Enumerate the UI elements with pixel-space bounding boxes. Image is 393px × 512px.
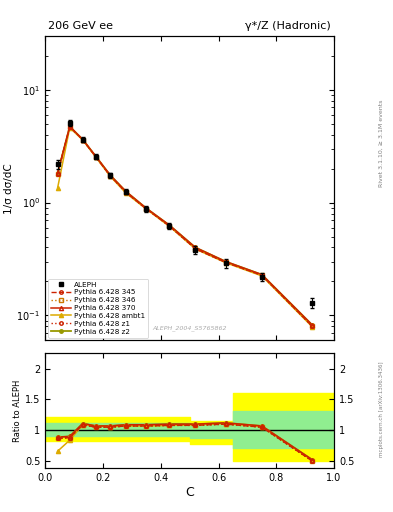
Text: ALEPH_2004_S5765862: ALEPH_2004_S5765862: [152, 326, 227, 331]
Y-axis label: 1/σ dσ/dC: 1/σ dσ/dC: [4, 163, 14, 214]
Y-axis label: Ratio to ALEPH: Ratio to ALEPH: [13, 380, 22, 442]
Text: 206 GeV ee: 206 GeV ee: [48, 22, 113, 31]
Legend: ALEPH, Pythia 6.428 345, Pythia 6.428 346, Pythia 6.428 370, Pythia 6.428 ambt1,: ALEPH, Pythia 6.428 345, Pythia 6.428 34…: [48, 279, 148, 337]
Text: Rivet 3.1.10, ≥ 3.1M events: Rivet 3.1.10, ≥ 3.1M events: [379, 100, 384, 187]
X-axis label: C: C: [185, 486, 194, 499]
Text: mcplots.cern.ch [arXiv:1306.3436]: mcplots.cern.ch [arXiv:1306.3436]: [379, 362, 384, 457]
Text: γ*/Z (Hadronic): γ*/Z (Hadronic): [245, 22, 331, 31]
